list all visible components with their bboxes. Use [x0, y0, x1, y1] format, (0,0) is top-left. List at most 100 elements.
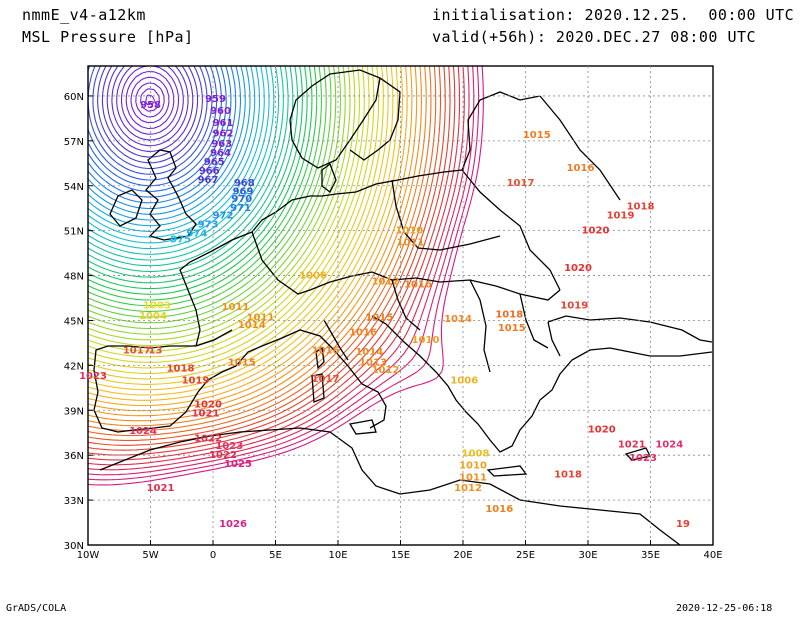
isobar-line: [88, 66, 361, 352]
model-title: nmmE_v4-a12km: [22, 6, 146, 24]
isobar-value-label: 1017: [507, 178, 535, 189]
isobar-value-label: 1022: [194, 434, 222, 445]
isobar-line: [130, 76, 170, 124]
isobar-value-label: 1016: [485, 504, 513, 515]
isobar-value-label: 1016: [567, 163, 595, 174]
isobar-value-label: 966: [199, 166, 220, 177]
isobar-line: [145, 94, 155, 106]
isobar-value-label: 1010: [412, 335, 440, 346]
isobar-value-label: 1021: [618, 440, 646, 451]
isobar-value-label: 1013: [359, 357, 387, 368]
isobar-value-label: 1025: [224, 459, 252, 470]
isobar-value-label: 965: [204, 157, 225, 168]
isobar-value-label: 1016: [404, 280, 432, 291]
isobar-value-label: 1015: [365, 312, 393, 323]
isobar-line: [88, 66, 465, 466]
isobar-value-label: 971: [230, 203, 251, 214]
lat-tick-label: 39N: [64, 406, 84, 417]
lat-tick-label: 42N: [64, 361, 84, 372]
isobar-line: [88, 66, 332, 318]
isobar-line: [88, 66, 437, 437]
lon-tick-label: 20E: [453, 550, 472, 561]
isobar-value-label: 1018: [167, 363, 195, 374]
isobar-line: [135, 82, 165, 118]
isobar-value-label: 1018: [495, 309, 523, 320]
isobar-value-label: 1011: [247, 312, 275, 323]
isobar-value-label: 1006: [450, 375, 478, 386]
isobar-line: [106, 66, 194, 152]
isobar-value-label: 972: [213, 211, 234, 222]
lat-tick-label: 48N: [64, 272, 84, 283]
isobar-value-label: 969: [233, 187, 254, 198]
isobar-value-label: 973: [198, 220, 219, 231]
lat-tick-label: 33N: [64, 496, 84, 507]
isobar-value-label: 1017: [123, 345, 151, 356]
lat-tick-label: 57N: [64, 137, 84, 148]
isobar-value-label: 1020: [582, 226, 610, 237]
isobar-line: [88, 66, 218, 181]
isobar-value-label: 1024: [655, 440, 683, 451]
isobar-line: [88, 66, 384, 380]
lat-tick-label: 30N: [64, 541, 84, 552]
isobar-line: [88, 66, 308, 290]
isobar-line: [88, 66, 227, 192]
credit-text: GrADS/COLA: [6, 603, 67, 614]
isobar-line: [88, 66, 213, 175]
isobar-value-label: 975: [170, 235, 191, 246]
isobar-value-label: 1019: [560, 300, 588, 311]
isobar-line: [88, 66, 408, 407]
isobar-value-label: 1020: [194, 399, 222, 410]
isobar-line: [92, 66, 208, 170]
isobar-line: [88, 66, 389, 385]
isobar-line: [88, 66, 380, 374]
isobar-line: [88, 66, 275, 250]
isobar-line: [88, 66, 318, 301]
isobar-value-label: 964: [210, 148, 231, 159]
lon-tick-label: 15E: [391, 550, 410, 561]
isobar-line: [88, 66, 246, 215]
isobar-line: [88, 66, 256, 227]
isobar-value-label: 1010: [459, 461, 487, 472]
isobar-value-label: 1011: [459, 473, 487, 484]
isobar-line: [88, 66, 446, 446]
isobar-value-label: 1018: [554, 470, 582, 481]
isobar-value-label: 1014: [238, 320, 266, 331]
isobar-value-label: 1023: [629, 453, 657, 464]
isobar-line: [88, 66, 451, 451]
isobar-value-label: 1021: [192, 408, 220, 419]
isobar-line: [88, 66, 394, 391]
isobar-value-label: 961: [213, 118, 234, 129]
isobar-value-label: 967: [198, 175, 219, 186]
isobar-line: [88, 66, 475, 476]
isobar-value-label: 1019: [182, 375, 210, 386]
isobar-line: [88, 66, 403, 401]
lat-tick-label: 36N: [64, 451, 84, 462]
lon-tick-label: 10E: [328, 550, 347, 561]
isobar-line: [88, 66, 280, 255]
isobar-line: [88, 66, 303, 284]
isobar-value-label: 1015: [228, 357, 256, 368]
isobar-line: [88, 66, 375, 369]
isobar-value-label: 1023: [215, 441, 243, 452]
isobar-line: [140, 88, 160, 112]
isobar-value-label: 1015: [498, 323, 526, 334]
isobar-value-label: 1019: [607, 211, 635, 222]
lon-tick-label: 10W: [77, 550, 100, 561]
isobar-line: [88, 66, 356, 347]
variable-title: MSL Pressure [hPa]: [22, 28, 194, 46]
lat-tick-label: 45N: [64, 316, 84, 327]
isobar-value-label: 1016: [312, 345, 340, 356]
isobar-value-label: 968: [234, 178, 255, 189]
isobar-line: [88, 66, 442, 441]
isobar-line: [88, 66, 327, 312]
lon-tick-label: 25E: [516, 550, 535, 561]
lon-tick-label: 35E: [641, 550, 660, 561]
isobar-line: [88, 66, 342, 330]
isobar-line: [116, 66, 184, 141]
isobar-line: [111, 66, 189, 147]
isobar-line: [125, 70, 175, 130]
isobar-value-label: 1014: [355, 347, 383, 358]
coastlines-borders: [93, 69, 713, 545]
